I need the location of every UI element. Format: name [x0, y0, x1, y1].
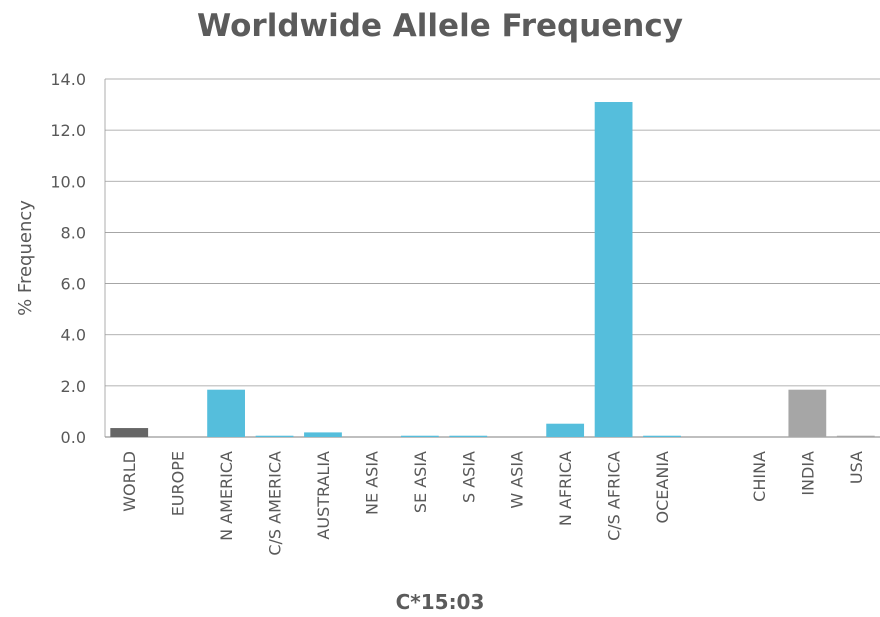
x-tick-label: W ASIA [508, 451, 527, 509]
y-axis-label: % Frequency [15, 200, 36, 316]
bar-india [788, 389, 827, 437]
bar-s-asia [449, 435, 488, 437]
y-tick-label: 4.0 [61, 326, 86, 345]
x-tick-label: S ASIA [459, 451, 478, 503]
bar-n-africa [546, 423, 585, 437]
x-tick-label: C/S AMERICA [266, 451, 285, 556]
x-tick-label: SE ASIA [411, 451, 430, 513]
x-tick-label: USA [847, 451, 866, 484]
x-tick-label: C/S AFRICA [605, 451, 624, 541]
y-tick-label: 14.0 [50, 70, 86, 89]
x-tick-label: CHINA [750, 451, 769, 502]
bar-n-america [207, 389, 245, 437]
y-tick-label: 6.0 [61, 275, 86, 294]
bar-oceania [643, 435, 681, 437]
y-tick-label: 8.0 [61, 223, 86, 242]
bar-australia [304, 432, 342, 437]
x-tick-label: AUSTRALIA [314, 451, 333, 540]
chart-title: Worldwide Allele Frequency [197, 8, 683, 44]
y-tick-label: 12.0 [50, 121, 86, 140]
x-tick-label: OCEANIA [653, 451, 672, 524]
x-axis-label: C*15:03 [395, 590, 485, 614]
x-tick-label: NE ASIA [362, 451, 381, 515]
y-tick-label: 2.0 [61, 377, 86, 396]
y-tick-labels: 0.0 2.0 4.0 6.0 8.0 10.0 12.0 14.0 [50, 70, 86, 447]
x-tick-label: N AMERICA [217, 451, 236, 541]
x-tick-labels: WORLD EUROPE N AMERICA C/S AMERICA AUSTRALIA… [120, 451, 866, 556]
bar-world [110, 428, 149, 437]
grid-lines [104, 78, 880, 438]
bars [110, 102, 875, 437]
y-tick-label: 0.0 [61, 428, 86, 447]
x-tick-label: EUROPE [169, 451, 188, 516]
bar-c-s-america [255, 435, 294, 437]
bar-c-s-africa [594, 102, 633, 437]
bar-se-asia [400, 435, 439, 437]
x-tick-label: INDIA [798, 451, 817, 496]
y-tick-label: 10.0 [50, 172, 86, 191]
x-tick-label: N AFRICA [556, 451, 575, 526]
bar-usa [836, 435, 875, 437]
x-tick-label: WORLD [120, 451, 139, 512]
